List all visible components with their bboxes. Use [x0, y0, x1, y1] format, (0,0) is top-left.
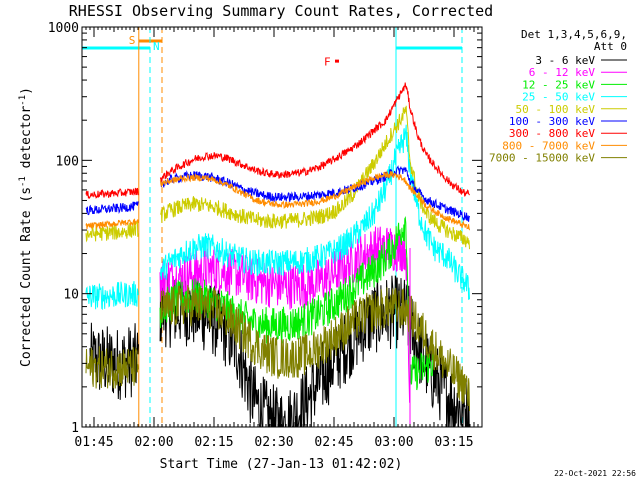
legend-header: Det 1,3,4,5,6,9,	[521, 28, 627, 41]
x-tick-label: 02:15	[194, 435, 233, 450]
legend-entry-label: 100 - 300 keV	[509, 115, 595, 128]
y-tick-label: 100	[56, 154, 79, 169]
legend-entry-label: 12 - 25 keV	[522, 78, 595, 91]
series-line	[159, 284, 470, 412]
series-line	[85, 201, 139, 216]
series-4	[85, 105, 470, 250]
x-tick-label: 03:00	[374, 435, 413, 450]
legend-entry-label: 7000 - 15000 keV	[489, 152, 595, 165]
series-line	[85, 187, 139, 199]
x-axis: 01:45 02:00 02:15 02:30 02:45 03:00 03:15	[74, 27, 483, 450]
y-axis: 1 10 100 1000	[48, 21, 482, 436]
series-line	[159, 124, 470, 300]
footer-timestamp: 22-Oct-2021 22:56	[554, 469, 636, 478]
x-tick-label: 01:45	[74, 435, 113, 450]
chart-title: RHESSI Observing Summary Count Rates, Co…	[69, 2, 493, 20]
x-tick-label: 03:15	[434, 435, 473, 450]
series-line	[160, 165, 470, 222]
x-tick-label: 02:30	[254, 435, 293, 450]
series-line	[159, 170, 470, 231]
y-axis-label-main: Corrected Count Rate (s	[19, 187, 34, 367]
series-3	[85, 124, 470, 311]
series-5	[85, 165, 470, 222]
y-axis-label-sup2: -1	[18, 95, 28, 106]
series-6	[85, 82, 470, 199]
series-line	[85, 218, 139, 230]
legend-header: Att 0	[594, 40, 627, 53]
series-line	[159, 105, 470, 250]
x-tick-label: 02:45	[314, 435, 353, 450]
x-axis-label: Start Time (27-Jan-13 01:42:02)	[160, 457, 403, 472]
legend-entry-label: 6 - 12 keV	[529, 66, 596, 79]
series-layer	[85, 82, 471, 428]
saa-label: S	[129, 34, 136, 47]
series-7	[85, 170, 470, 231]
series-8	[85, 284, 470, 412]
series-line	[85, 346, 139, 389]
y-axis-label-sup1: -1	[18, 176, 28, 187]
y-tick-label: 1000	[48, 21, 79, 36]
flare-label: F	[324, 56, 331, 69]
series-line	[89, 322, 139, 400]
y-tick-label: 10	[63, 288, 79, 303]
night-label: N	[153, 40, 160, 53]
flare-marker	[335, 59, 339, 63]
series-line	[159, 82, 470, 197]
y-axis-label-mid: detector	[19, 106, 34, 177]
y-axis-label-end: )	[19, 87, 34, 95]
overlays: S N F	[82, 27, 463, 427]
y-axis-label: Corrected Count Rate (s-1 detector-1)	[18, 87, 34, 367]
legend-entry-label: 800 - 7000 keV	[502, 139, 595, 152]
legend-entry-label: 300 - 800 keV	[509, 127, 595, 140]
legend-entry-label: 3 - 6 keV	[535, 54, 595, 67]
series-2	[159, 216, 435, 391]
series-line	[85, 281, 139, 311]
series-line	[85, 221, 139, 243]
y-tick-label: 1	[71, 421, 79, 436]
legend-entry-label: 50 - 100 keV	[516, 103, 596, 116]
x-tick-label: 02:00	[134, 435, 173, 450]
legend-entry-label: 25 - 50 keV	[522, 91, 595, 104]
series-line	[159, 216, 435, 391]
